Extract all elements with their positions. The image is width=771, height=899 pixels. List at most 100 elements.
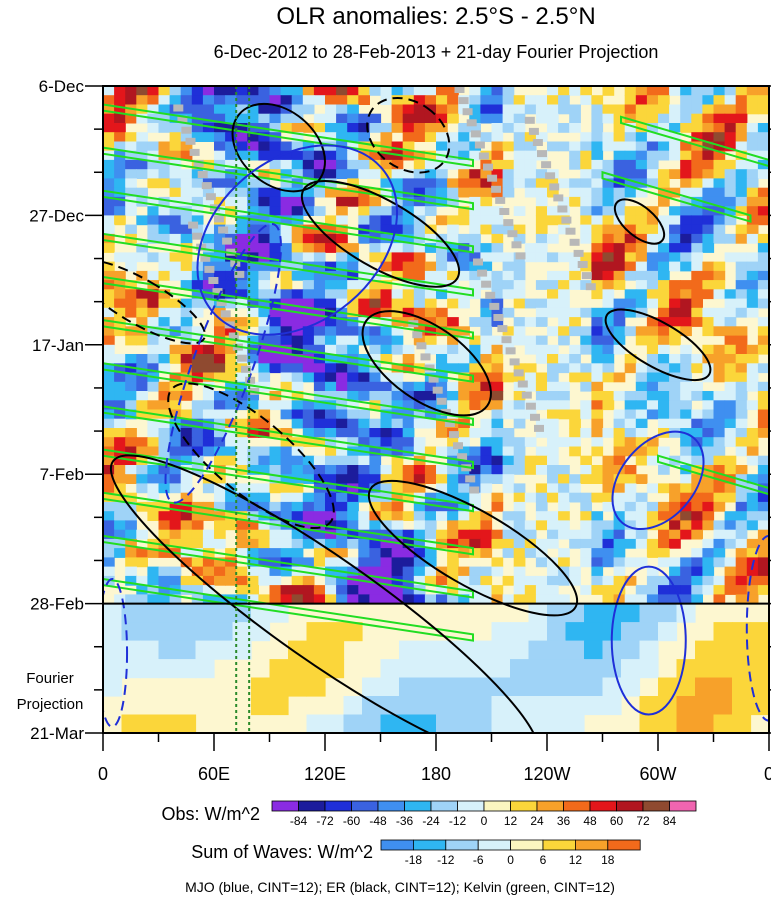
anomaly-cell-601: [313, 187, 326, 198]
anomaly-cell-2007: [291, 446, 304, 457]
waves-colorbar-level-3: 0: [507, 853, 514, 867]
anomaly-cell-1757: [369, 400, 382, 411]
anomaly-cell-932: [158, 252, 171, 263]
anomaly-cell-2052: [236, 455, 248, 466]
missing-cell-70: [549, 183, 560, 191]
projection-cell-148: [676, 696, 696, 716]
projection-cell-107: [306, 677, 326, 697]
anomaly-cell-1116: [569, 280, 581, 290]
anomaly-cell-1314: [469, 317, 481, 327]
anomaly-cell-536: [169, 178, 182, 189]
projection-cell-113: [454, 677, 474, 697]
anomaly-cell-2577: [291, 548, 304, 558]
projection-cell-31: [491, 622, 511, 642]
anomaly-cell-2225: [513, 483, 526, 494]
anomaly-cell-2388: [635, 511, 648, 521]
anomaly-cell-695: [225, 206, 237, 216]
anomaly-cell-1528: [724, 354, 737, 364]
anomaly-cell-676: [613, 196, 626, 207]
anomaly-cell-2789: [535, 585, 548, 595]
missing-cell-19: [200, 254, 211, 262]
anomaly-cell-2651: [713, 557, 726, 568]
obs-colorbar-level-0: -84: [290, 814, 308, 828]
anomaly-cell-457: [524, 159, 537, 170]
anomaly-cell-2: [125, 86, 137, 96]
er-contour-4: [167, 382, 335, 530]
anomaly-cell-1070: [602, 270, 615, 281]
anomaly-cell-2464: [258, 529, 271, 540]
anomaly-cell-1550: [325, 363, 337, 374]
anomaly-cell-1515: [547, 354, 559, 364]
anomaly-cell-1418: [524, 335, 537, 346]
anomaly-cell-1169: [591, 289, 604, 300]
anomaly-cell-1714: [480, 391, 493, 401]
anomaly-cell-2308: [258, 501, 271, 512]
anomaly-cell-1127: [702, 280, 715, 290]
anomaly-cell-2221: [458, 483, 470, 494]
anomaly-cell-1919: [469, 428, 481, 438]
anomaly-cell-2232: [624, 483, 637, 494]
anomaly-cell-1962: [358, 437, 370, 447]
anomaly-cell-575: [646, 178, 659, 189]
anomaly-cell-1005: [413, 261, 426, 272]
anomaly-cell-2193: [103, 483, 115, 494]
anomaly-cell-1284: [735, 307, 748, 318]
anomaly-cell-1569: [569, 363, 581, 374]
anomaly-cell-1472: [646, 344, 659, 355]
anomaly-cell-884: [757, 233, 769, 244]
kelvin-contour-east-2: [601, 170, 752, 223]
anomaly-cell-2174: [491, 474, 504, 484]
anomaly-cell-311: [702, 132, 715, 142]
anomaly-cell-1486: [158, 354, 171, 364]
missing-cell-44: [503, 219, 514, 227]
anomaly-cell-1520: [624, 354, 637, 364]
anomaly-cell-466: [680, 159, 692, 170]
anomaly-cell-303: [602, 132, 615, 142]
anomaly-cell-1468: [580, 344, 592, 355]
anomaly-cell-2734: [469, 575, 481, 586]
anomaly-cell-2240: [724, 483, 737, 494]
anomaly-cell-1469: [591, 344, 604, 355]
missing-cell-43: [499, 208, 510, 215]
projection-cell-78: [195, 659, 215, 679]
anomaly-cell-1266: [502, 307, 515, 318]
anomaly-cell-2617: [247, 557, 259, 568]
anomaly-cell-2086: [702, 455, 715, 466]
anomaly-cell-178: [258, 113, 271, 124]
anomaly-cell-1847: [180, 418, 193, 429]
projection-cell-9: [269, 603, 289, 623]
anomaly-cell-1107: [447, 280, 459, 290]
projection-cell-127: [732, 677, 752, 697]
projection-cell-167: [491, 714, 511, 733]
anomaly-cell-2716: [247, 575, 259, 586]
projection-cell-128: [750, 677, 769, 697]
anomaly-cell-2629: [380, 557, 393, 568]
anomaly-cell-2205: [258, 483, 271, 494]
anomaly-cell-1968: [447, 437, 459, 447]
anomaly-cell-2845: [547, 594, 559, 605]
mjo-contour-4: [610, 565, 687, 716]
obs-colorbar-swatch-5: [404, 800, 432, 812]
anomaly-cell-2718: [269, 575, 282, 586]
anomaly-cell-2601: [646, 548, 659, 558]
anomaly-cell-856: [391, 233, 404, 244]
anomaly-cell-1894: [158, 428, 171, 438]
anomaly-cell-321: [147, 141, 160, 152]
projection-cell-160: [362, 714, 382, 733]
projection-cell-177: [732, 714, 752, 733]
anomaly-cell-480: [169, 169, 182, 179]
projection-cell-165: [454, 714, 474, 733]
anomaly-cell-1921: [491, 428, 504, 438]
anomaly-cell-775: [658, 215, 670, 226]
anomaly-cell-1739: [147, 400, 160, 411]
anomaly-cell-298: [513, 132, 526, 142]
anomaly-cell-2398: [757, 511, 769, 521]
anomaly-cell-1920: [480, 428, 493, 438]
anomaly-cell-631: [680, 187, 692, 198]
anomaly-cell-1018: [613, 261, 626, 272]
missing-cell-12: [222, 237, 233, 245]
anomaly-cell-2685: [458, 566, 470, 577]
anomaly-cell-1890: [103, 428, 115, 438]
anomaly-cell-2730: [424, 575, 437, 586]
anomaly-cell-1436: [180, 344, 193, 355]
